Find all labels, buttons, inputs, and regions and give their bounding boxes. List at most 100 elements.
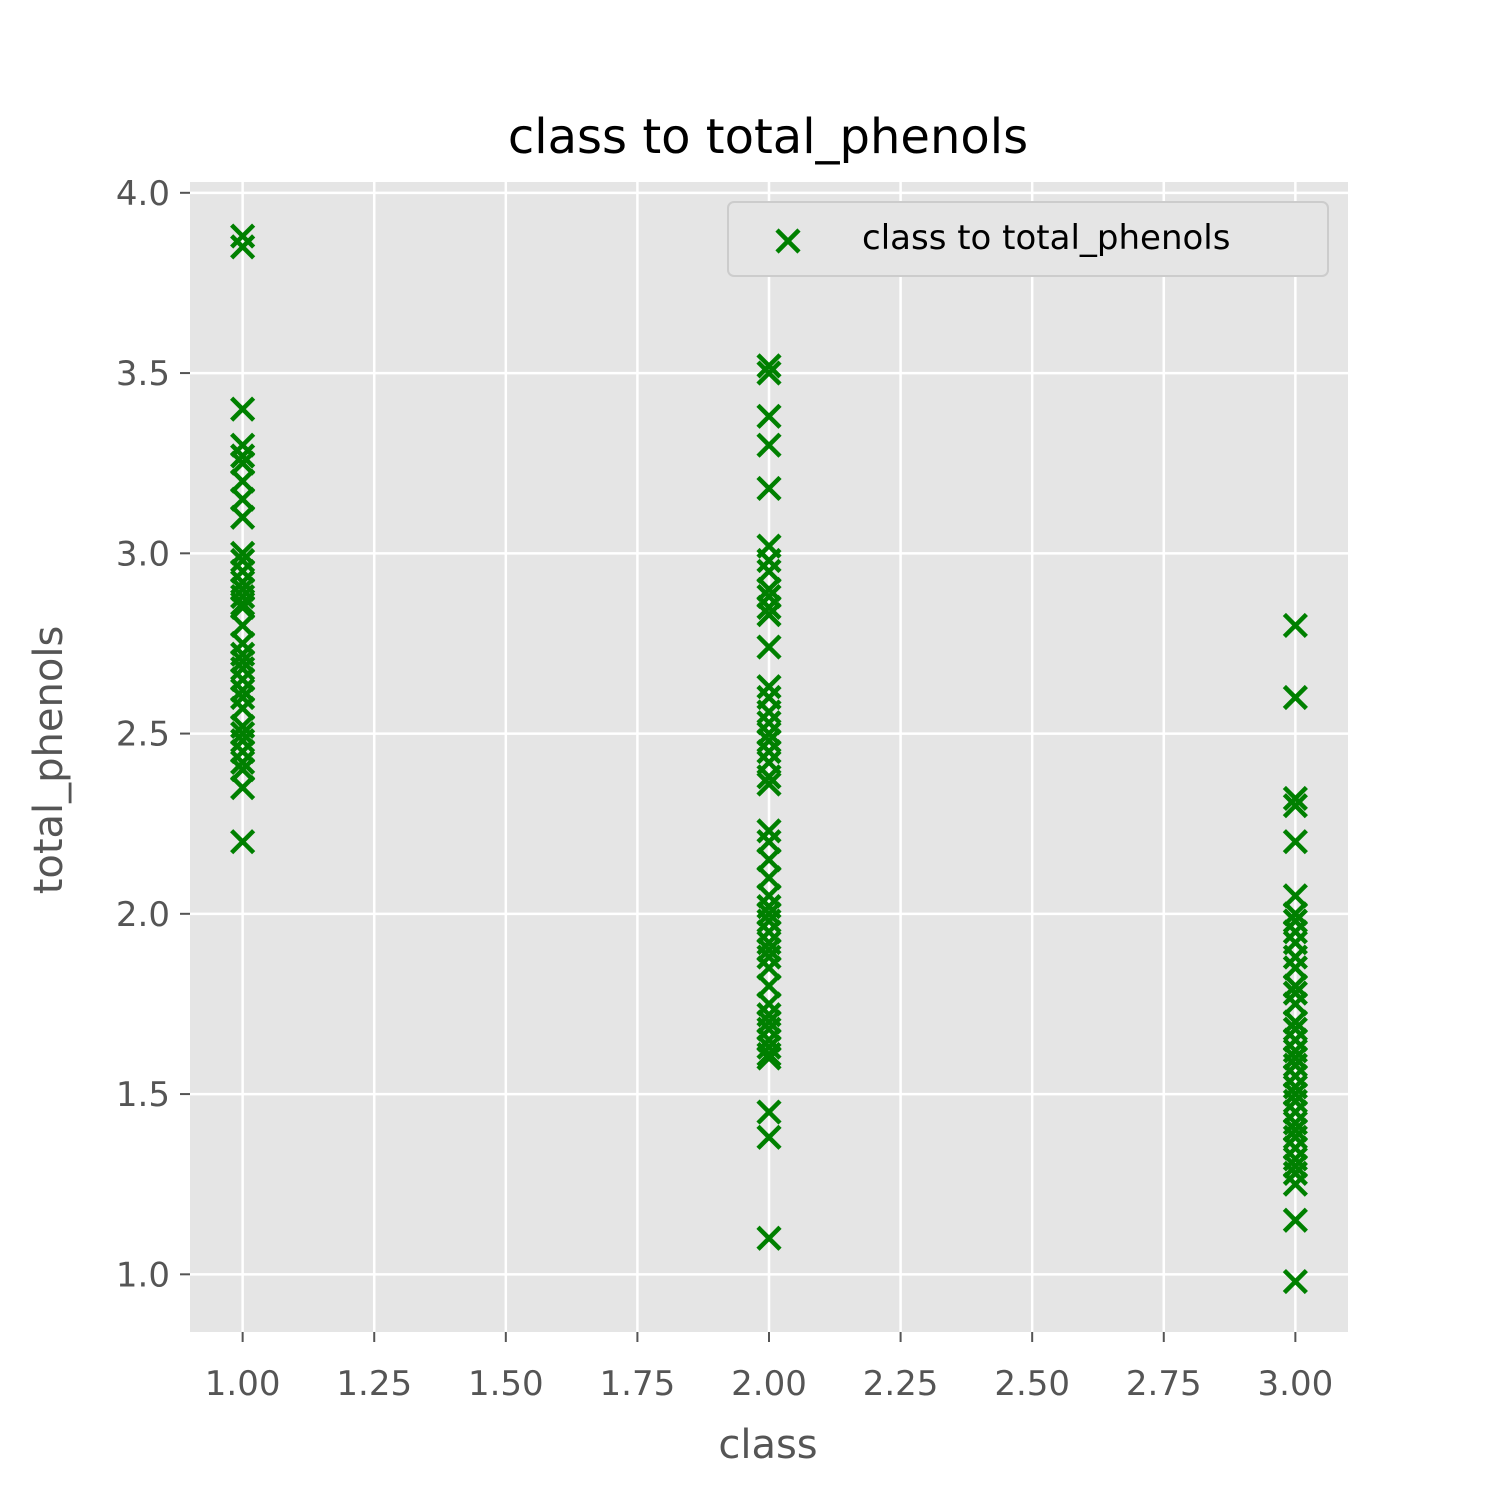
data-point xyxy=(756,1034,782,1060)
data-point-stroke xyxy=(230,677,256,703)
data-point-stroke xyxy=(756,1225,782,1251)
data-point xyxy=(230,666,256,693)
y-tick-label: 3.0 xyxy=(116,534,170,574)
legend-box xyxy=(727,201,1329,277)
data-point-stroke xyxy=(756,1124,782,1150)
data-point-stroke xyxy=(756,576,782,602)
data-point xyxy=(756,594,782,620)
x-tick-label: 1.75 xyxy=(600,1364,676,1404)
data-point-stroke xyxy=(230,666,256,693)
data-point xyxy=(756,674,782,700)
data-point-stroke xyxy=(756,1099,782,1125)
data-point-stroke xyxy=(1282,1268,1308,1295)
data-point xyxy=(756,937,782,963)
data-point-stroke xyxy=(1282,1153,1308,1179)
data-point-stroke xyxy=(1282,1009,1308,1035)
data-point-stroke xyxy=(1282,991,1308,1017)
x-axis-ticks: 1.00 1.25 1.50 1.75 2.00 2.25 2.50 2.75 3.00 xyxy=(205,1332,1333,1404)
data-point xyxy=(230,450,256,476)
data-point-stroke xyxy=(756,547,782,574)
data-point-stroke xyxy=(756,865,782,891)
data-point-stroke xyxy=(230,656,256,682)
data-point-stroke xyxy=(756,847,782,873)
data-point-stroke xyxy=(756,602,782,628)
legend-marker xyxy=(775,228,801,254)
data-point xyxy=(1282,919,1308,945)
y-tick-label: 1.0 xyxy=(116,1255,170,1295)
data-point xyxy=(756,360,782,386)
data-point-stroke xyxy=(230,432,256,458)
data-point xyxy=(1282,908,1308,934)
data-point xyxy=(230,540,256,566)
data-point xyxy=(756,1045,782,1071)
data-point xyxy=(230,677,256,703)
data-point xyxy=(1282,955,1308,981)
data-point-stroke xyxy=(1282,612,1308,639)
data-point-stroke xyxy=(756,937,782,963)
x-tick-label: 1.00 xyxy=(205,1364,281,1404)
data-point xyxy=(1282,1268,1308,1295)
x-axis-label: class xyxy=(718,1422,817,1468)
data-point-stroke xyxy=(756,699,782,725)
data-point-stroke xyxy=(1282,1207,1308,1233)
data-point-stroke xyxy=(230,396,256,422)
data-point-stroke xyxy=(756,432,782,458)
data-point-stroke xyxy=(230,234,256,260)
data-point xyxy=(230,432,256,458)
data-point xyxy=(756,602,782,628)
data-point-stroke xyxy=(1282,901,1308,927)
data-point-stroke xyxy=(1282,1124,1308,1150)
data-point-stroke xyxy=(756,919,782,945)
data-point-stroke xyxy=(230,757,256,783)
data-point xyxy=(756,728,782,754)
data-point-stroke xyxy=(1282,973,1308,999)
data-point-stroke xyxy=(230,630,256,657)
data-point xyxy=(230,728,256,754)
data-point-stroke xyxy=(230,468,256,494)
data-point xyxy=(230,234,256,260)
data-point xyxy=(230,591,256,617)
data-point xyxy=(756,720,782,747)
legend-marker-icon xyxy=(775,228,801,254)
data-point-stroke xyxy=(756,475,782,502)
data-point xyxy=(756,576,782,602)
data-point-stroke xyxy=(1282,1117,1308,1143)
data-point xyxy=(230,656,256,682)
data-point xyxy=(230,648,256,675)
y-tick-label: 1.5 xyxy=(116,1075,170,1115)
data-point xyxy=(756,1016,782,1042)
data-point xyxy=(1282,1016,1308,1042)
chart-title: class to total_phenols xyxy=(508,109,1028,165)
data-point xyxy=(756,764,782,790)
data-point xyxy=(1282,973,1308,999)
data-point-stroke xyxy=(1282,829,1308,855)
data-point xyxy=(756,901,782,927)
data-point xyxy=(1282,1117,1308,1143)
data-point-stroke xyxy=(756,739,782,765)
data-point-stroke xyxy=(756,818,782,844)
data-point-stroke xyxy=(1282,785,1308,812)
legend: class to total_phenols xyxy=(727,201,1329,277)
data-point xyxy=(756,547,782,574)
data-point-stroke xyxy=(230,739,256,765)
data-point-stroke xyxy=(756,720,782,747)
data-point-stroke xyxy=(756,674,782,700)
data-point xyxy=(1282,829,1308,855)
data-point xyxy=(230,630,256,657)
data-point xyxy=(230,468,256,494)
y-tick-label: 4.0 xyxy=(116,174,170,214)
data-point xyxy=(1282,1171,1308,1197)
data-point-stroke xyxy=(230,829,256,855)
y-axis-label: total_phenols xyxy=(26,626,72,895)
data-point-stroke xyxy=(1282,684,1308,711)
data-point xyxy=(1282,793,1308,819)
data-point-stroke xyxy=(1282,1063,1308,1089)
data-point xyxy=(756,634,782,660)
x-tick-label: 1.50 xyxy=(468,1364,544,1404)
data-point-stroke xyxy=(230,504,256,530)
data-point-stroke xyxy=(230,612,256,639)
data-point xyxy=(1282,1135,1308,1161)
y-tick-label: 3.5 xyxy=(116,354,170,394)
data-point xyxy=(756,432,782,458)
data-point xyxy=(756,847,782,873)
